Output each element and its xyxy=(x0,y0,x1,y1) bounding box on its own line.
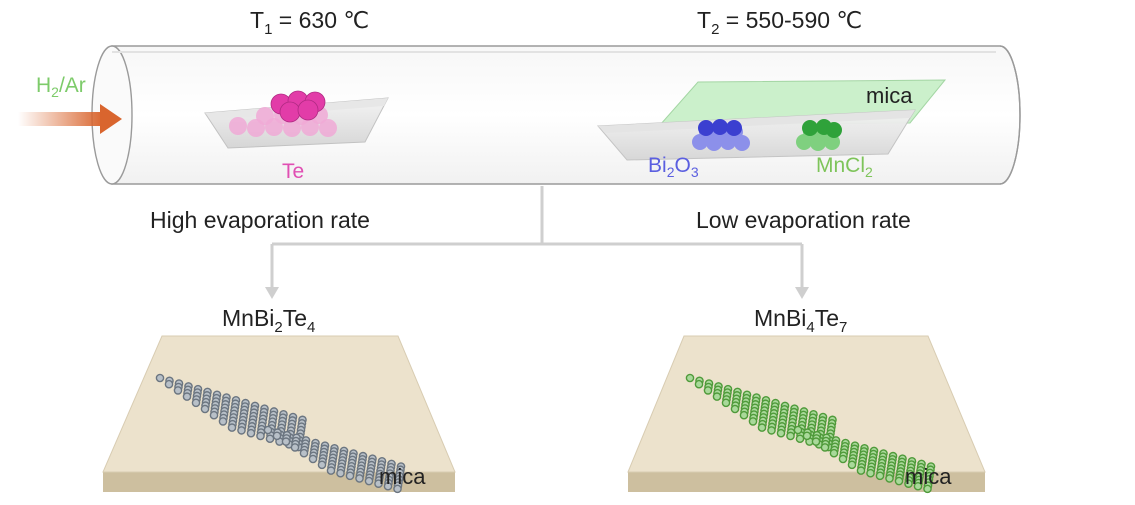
te-sphere xyxy=(279,101,301,123)
crystal-atom xyxy=(866,468,875,478)
crystal-atom xyxy=(308,454,318,464)
crystal-atom xyxy=(703,386,713,395)
product-left-label: MnBi2Te4 xyxy=(222,305,315,336)
crystal-atom xyxy=(345,471,355,481)
crystal-atom xyxy=(272,431,282,441)
t2-label: T2 = 550-590 ℃ xyxy=(697,7,862,38)
bi2o3-label: Bi2O3 xyxy=(648,154,699,180)
bi2o3-source-spheres xyxy=(692,119,750,151)
mncl2-sphere xyxy=(802,120,818,136)
crystal-atom xyxy=(811,437,821,446)
low-rate-label: Low evaporation rate xyxy=(696,207,911,233)
mncl2-source-spheres xyxy=(796,119,842,151)
crystal-atom xyxy=(786,431,795,441)
bi2o3-sphere xyxy=(726,120,742,136)
mncl2-label: MnCl2 xyxy=(816,154,873,180)
crystal-atom xyxy=(885,474,894,483)
crystal-atom xyxy=(847,460,857,470)
gas-flow-arrow xyxy=(18,104,122,134)
te-source-spheres xyxy=(229,90,337,137)
crystal-atom xyxy=(793,425,803,435)
left-branch-arrowhead xyxy=(265,287,279,299)
crystal-atom xyxy=(364,476,374,486)
crystal-atom xyxy=(730,404,740,414)
crystal-atom xyxy=(757,423,767,432)
crystal-atom xyxy=(336,468,345,478)
left-substrate-label: mica xyxy=(379,464,426,489)
crystal-atom xyxy=(265,434,275,444)
crystal-atom xyxy=(355,474,364,483)
crystal-atom xyxy=(820,443,830,452)
crystal-atom xyxy=(913,481,923,491)
crystal-atom xyxy=(237,426,246,435)
crystal-atom xyxy=(739,410,749,420)
te-sphere-light xyxy=(229,117,247,135)
crystal-atom xyxy=(200,404,210,414)
crystal-atom xyxy=(712,392,722,401)
crystal-atom xyxy=(802,431,812,441)
crystal-atom xyxy=(838,454,848,464)
te-label: Te xyxy=(282,160,304,183)
crystal-atom xyxy=(263,425,273,435)
te-sphere-light xyxy=(319,119,337,137)
crystal-atom xyxy=(685,373,695,383)
bi2o3-sphere xyxy=(712,119,728,135)
te-sphere xyxy=(297,99,319,121)
crystal-atom xyxy=(227,423,237,432)
crystal-atom xyxy=(155,373,165,383)
mncl2-sphere xyxy=(826,122,842,138)
crystal-atom xyxy=(256,431,265,441)
product-right-label: MnBi4Te7 xyxy=(754,305,847,336)
crystal-atom xyxy=(721,398,731,408)
branch-connector xyxy=(270,186,804,288)
crystal-atom xyxy=(894,476,904,486)
crystal-atom xyxy=(875,471,885,481)
crystal-atom xyxy=(182,392,192,401)
high-rate-label: High evaporation rate xyxy=(150,207,370,233)
crystal-atom xyxy=(281,437,291,446)
crystal-atom xyxy=(383,481,393,491)
crystal-atom xyxy=(173,386,183,395)
crystal-atom xyxy=(776,428,786,438)
crystal-atom xyxy=(209,410,219,420)
right-substrate-label: mica xyxy=(905,464,952,489)
crystal-atom xyxy=(164,379,174,389)
gas-label: H2/Ar xyxy=(36,74,86,100)
crystal-atom xyxy=(317,460,327,470)
t1-label: T1 = 630 ℃ xyxy=(250,7,369,38)
crystal-atom xyxy=(290,443,300,452)
crystal-atom xyxy=(326,466,336,475)
crystal-atom xyxy=(904,479,913,488)
crystal-atom xyxy=(923,484,932,494)
crystal-atom xyxy=(829,448,839,458)
crystal-atom xyxy=(299,448,309,458)
crystal-atom xyxy=(246,428,256,438)
crystal-atom xyxy=(191,398,201,408)
crystal-atom xyxy=(218,417,228,426)
te-sphere-light xyxy=(256,107,274,125)
mica-in-tube-label: mica xyxy=(866,83,913,108)
crystal-atom xyxy=(393,484,402,494)
crystal-atom xyxy=(694,379,704,389)
crystal-atom xyxy=(856,466,866,475)
mnbi2te4-crystal-flakes xyxy=(155,373,406,494)
crystal-atom xyxy=(374,479,383,488)
bi2o3-sphere xyxy=(698,120,714,136)
crystal-atom xyxy=(767,426,776,435)
crystal-atom xyxy=(748,417,758,426)
right-branch-arrowhead xyxy=(795,287,809,299)
mnbi4te7-crystal-flakes xyxy=(685,373,936,494)
crystal-atom xyxy=(795,434,805,444)
